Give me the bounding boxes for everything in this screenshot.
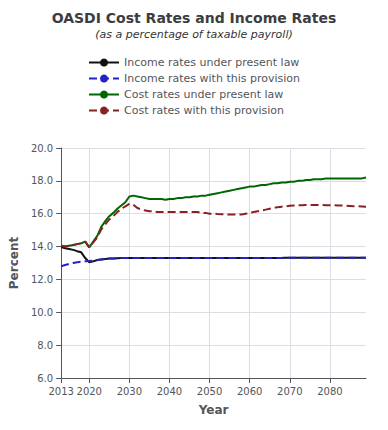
svg-text:Income rates under present law: Income rates under present law bbox=[124, 56, 299, 69]
svg-text:Cost rates with this provision: Cost rates with this provision bbox=[124, 104, 284, 117]
svg-text:18.0: 18.0 bbox=[31, 175, 53, 186]
svg-text:2070: 2070 bbox=[277, 386, 302, 397]
svg-text:2060: 2060 bbox=[237, 386, 262, 397]
svg-text:20.0: 20.0 bbox=[31, 143, 53, 154]
svg-text:2050: 2050 bbox=[197, 386, 222, 397]
svg-text:16.0: 16.0 bbox=[31, 208, 53, 219]
svg-text:2030: 2030 bbox=[117, 386, 142, 397]
svg-text:2080: 2080 bbox=[317, 386, 342, 397]
svg-text:(as a percentage of taxable pa: (as a percentage of taxable payroll) bbox=[95, 28, 292, 41]
svg-text:12.0: 12.0 bbox=[31, 274, 53, 285]
svg-text:8.0: 8.0 bbox=[37, 340, 53, 351]
svg-text:OASDI Cost Rates and Income Ra: OASDI Cost Rates and Income Rates bbox=[52, 10, 337, 26]
svg-text:2040: 2040 bbox=[157, 386, 182, 397]
svg-text:2020: 2020 bbox=[77, 386, 102, 397]
svg-text:14.0: 14.0 bbox=[31, 241, 53, 252]
svg-text:Income rates with this provisi: Income rates with this provision bbox=[124, 72, 300, 85]
svg-text:10.0: 10.0 bbox=[31, 307, 53, 318]
svg-text:6.0: 6.0 bbox=[37, 373, 53, 384]
svg-text:2013: 2013 bbox=[48, 386, 73, 397]
svg-text:Year: Year bbox=[198, 403, 229, 417]
svg-text:Cost rates under present law: Cost rates under present law bbox=[124, 88, 283, 101]
svg-text:Percent: Percent bbox=[7, 237, 21, 290]
